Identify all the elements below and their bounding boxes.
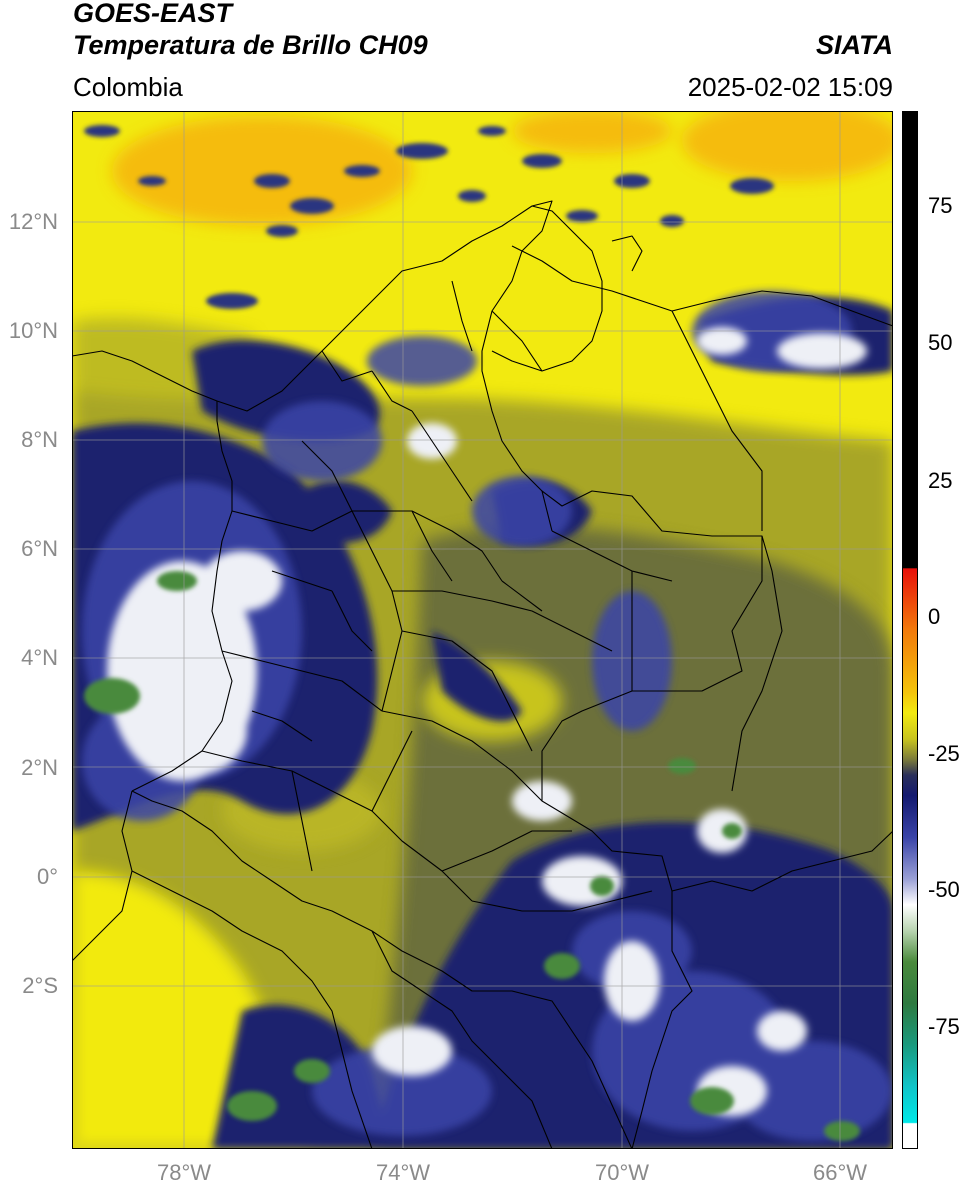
- green-cores: [84, 571, 860, 1141]
- subtitle-timestamp: 2025-02-02 15:09: [687, 72, 893, 102]
- subtitle-region: Colombia: [73, 72, 183, 102]
- lat-label-12n: 12°N: [8, 209, 58, 234]
- lat-label-6n: 6°N: [21, 536, 58, 561]
- borders: [72, 200, 893, 1149]
- lat-label-8n: 8°N: [21, 427, 58, 452]
- lon-label-70w: 70°W: [594, 1160, 650, 1185]
- colorbar-label-50: 50: [928, 330, 953, 355]
- gridlines: [72, 111, 893, 1149]
- colorbar-label-minus75: -75: [928, 1014, 960, 1039]
- title-product: Temperatura de Brillo CH09: [73, 30, 428, 60]
- lon-label-78w: 78°W: [156, 1160, 212, 1185]
- colorbar-label-minus50: -50: [928, 877, 960, 902]
- title-org: SIATA: [816, 30, 893, 60]
- lat-label-2n: 2°N: [21, 755, 58, 780]
- colorbar: [902, 111, 918, 1149]
- title-satellite: GOES-EAST: [73, 0, 233, 28]
- lat-label-4n: 4°N: [21, 645, 58, 670]
- lat-label-0: 0°: [36, 864, 58, 889]
- colorbar-label-minus25: -25: [928, 741, 960, 766]
- colorbar-label-0: 0: [928, 604, 941, 629]
- map-frame: [72, 111, 893, 1149]
- colorbar-label-75: 75: [928, 193, 953, 218]
- colorbar-label-25: 25: [928, 468, 953, 493]
- satellite-map: [72, 111, 893, 1149]
- white-cloud-tops: [107, 327, 867, 1116]
- lat-label-10n: 10°N: [8, 318, 58, 343]
- lon-label-74w: 74°W: [375, 1160, 431, 1185]
- lon-label-66w: 66°W: [812, 1160, 868, 1185]
- colorbar-gradient: [902, 111, 918, 1149]
- north-cloud-fragments: [84, 125, 774, 309]
- lat-label-2s: 2°S: [22, 973, 58, 998]
